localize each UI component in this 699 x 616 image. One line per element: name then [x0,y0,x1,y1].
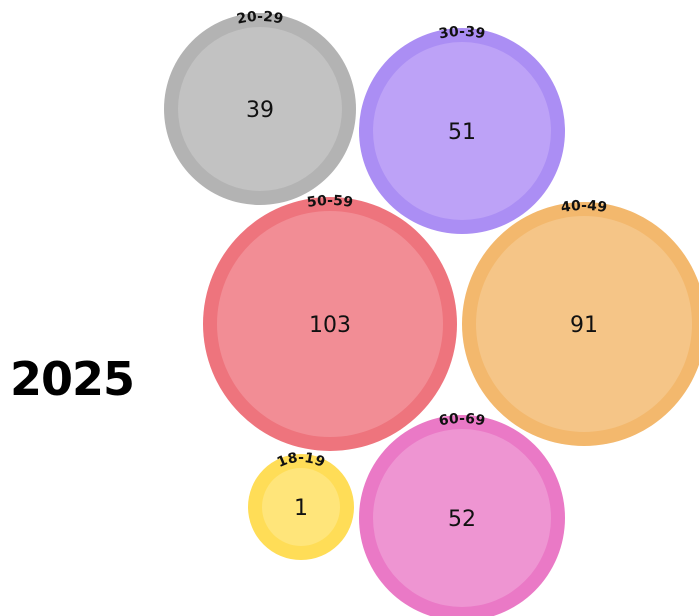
bubble-value-label: 51 [448,120,476,145]
chart-title: 2025 [10,352,135,406]
bubble-value-label: 103 [309,313,351,338]
bubble-18-19: 1 18-19 [248,450,354,560]
bubble-value-label: 91 [570,313,598,338]
bubble-category-label: 20-29 [235,9,284,28]
bubble-20-29: 39 20-29 [164,9,356,205]
bubble-category-label: 60-69 [438,411,487,430]
bubble-30-39: 51 30-39 [359,24,565,234]
bubble-category-label: 40-49 [560,198,608,216]
bubble-value-label: 39 [246,98,274,123]
bubble-value-label: 52 [448,507,476,532]
bubble-60-69: 52 60-69 [359,411,565,616]
bubble-category-label: 50-59 [306,193,354,211]
bubble-value-label: 1 [294,496,308,521]
bubble-fill [373,42,551,220]
bubble-fill [373,429,551,607]
bubble-category-label: 18-19 [275,450,327,471]
bubble-40-49: 91 40-49 [462,198,699,446]
bubble-fill [217,211,443,437]
bubble-fill [262,468,340,546]
bubble-50-59: 103 50-59 [203,193,457,451]
bubble-fill [178,27,342,191]
bubble-category-label: 30-39 [438,24,487,43]
bubble-fill [476,216,692,432]
